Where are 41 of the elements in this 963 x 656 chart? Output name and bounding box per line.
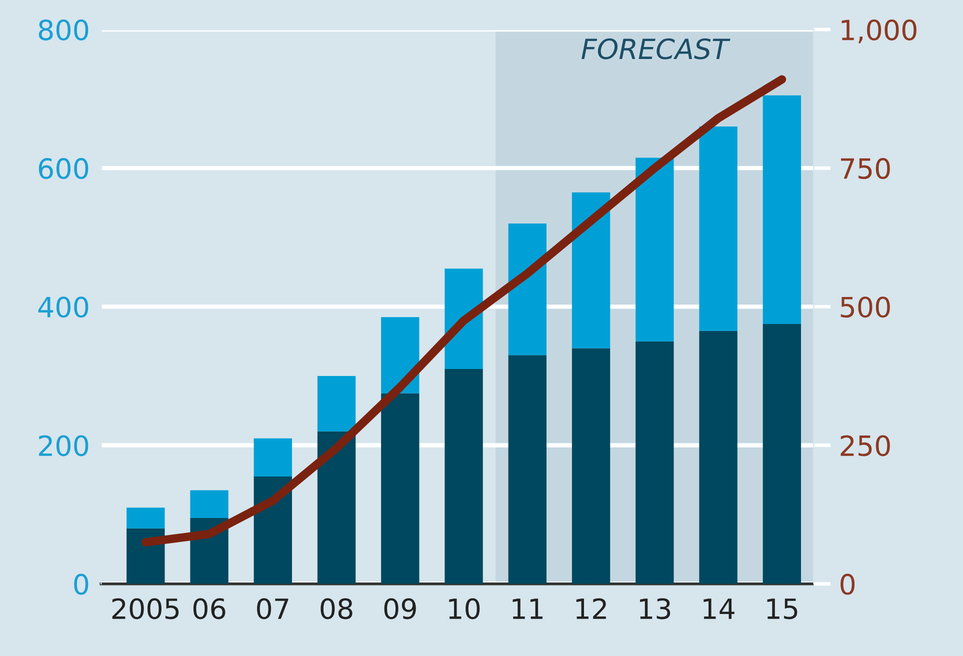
x-tick-label: 12	[576, 598, 606, 619]
x-tick-label: 14	[704, 598, 734, 619]
bar	[699, 330, 738, 584]
bar	[572, 348, 610, 584]
bar	[317, 431, 356, 584]
x-tick-label: 07	[257, 598, 288, 620]
y2-tick-label: 500	[840, 296, 890, 318]
bar	[254, 438, 292, 476]
bar	[126, 528, 165, 584]
y2-tick-label: 250	[840, 435, 890, 456]
bar	[126, 508, 165, 528]
y2-tick-label: 750	[841, 158, 890, 180]
bar	[381, 393, 420, 584]
x-tick-label: 08	[320, 598, 352, 620]
bar	[572, 192, 610, 348]
x-tick-label: 11	[512, 598, 543, 619]
x-tick-label: 09	[384, 598, 416, 620]
y2-tick-label: 0	[840, 574, 855, 595]
y-tick-label: 200	[39, 435, 88, 456]
bar	[444, 369, 483, 584]
band-label: FORECAST	[582, 38, 730, 60]
y-tick-label: 800	[38, 19, 88, 40]
bar	[762, 324, 802, 584]
bar	[508, 224, 547, 356]
bar	[636, 158, 674, 342]
x-tick-label: 2005	[112, 598, 179, 620]
bar	[699, 126, 738, 331]
bar	[254, 476, 292, 584]
bar	[636, 341, 674, 584]
x-tick-label: 13	[640, 598, 670, 620]
x-tick-label: 06	[193, 598, 226, 620]
y-tick-label: 400	[38, 296, 88, 318]
bar	[508, 355, 547, 584]
bar	[762, 95, 802, 324]
x-tick-label: 10	[449, 598, 480, 620]
x-tick-label: 15	[767, 598, 798, 620]
bar	[190, 490, 228, 518]
bar	[317, 376, 356, 432]
y-tick-label: 0	[74, 574, 88, 595]
y2-tick-label: 1,000	[842, 19, 916, 44]
y-tick-label: 600	[38, 158, 88, 180]
